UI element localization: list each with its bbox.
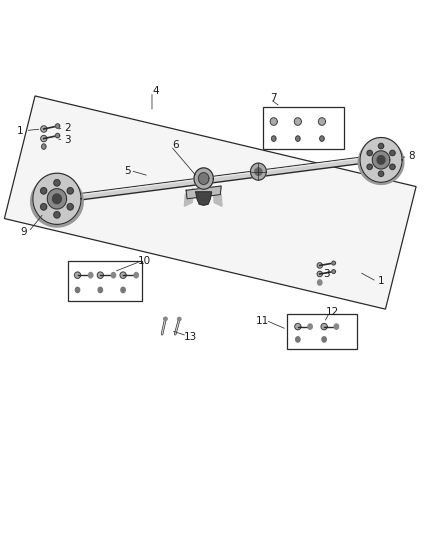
Text: 7: 7 (270, 93, 277, 103)
Text: 6: 6 (172, 140, 179, 150)
Text: 8: 8 (408, 151, 415, 160)
Polygon shape (47, 189, 67, 209)
Polygon shape (42, 144, 46, 149)
Polygon shape (33, 173, 81, 224)
Polygon shape (111, 272, 116, 278)
Polygon shape (334, 324, 339, 329)
FancyBboxPatch shape (287, 314, 357, 349)
Polygon shape (367, 150, 372, 156)
Polygon shape (31, 176, 83, 227)
Polygon shape (97, 272, 103, 278)
Polygon shape (194, 168, 213, 189)
Polygon shape (67, 188, 73, 194)
Polygon shape (41, 188, 47, 194)
Polygon shape (332, 270, 336, 273)
Polygon shape (74, 272, 81, 278)
Polygon shape (372, 151, 390, 169)
Polygon shape (54, 180, 60, 186)
Polygon shape (4, 96, 416, 309)
Polygon shape (322, 337, 326, 342)
Polygon shape (367, 164, 372, 169)
Text: 1: 1 (378, 277, 385, 286)
Polygon shape (358, 140, 404, 184)
Polygon shape (390, 150, 395, 156)
Polygon shape (377, 156, 385, 164)
Polygon shape (321, 324, 327, 330)
Text: 3: 3 (64, 135, 71, 145)
Polygon shape (213, 188, 222, 206)
Text: 4: 4 (152, 86, 159, 95)
Polygon shape (198, 173, 209, 184)
Polygon shape (67, 204, 73, 210)
Polygon shape (270, 118, 277, 125)
Polygon shape (390, 164, 395, 169)
Text: 1: 1 (16, 126, 23, 135)
Polygon shape (196, 192, 212, 205)
Polygon shape (41, 204, 47, 210)
Polygon shape (360, 138, 402, 182)
Polygon shape (294, 118, 301, 125)
Text: 13: 13 (184, 332, 197, 342)
Polygon shape (296, 337, 300, 342)
Text: 3: 3 (323, 270, 330, 279)
Polygon shape (318, 280, 322, 285)
Polygon shape (98, 287, 102, 293)
Polygon shape (53, 194, 61, 204)
Polygon shape (296, 136, 300, 141)
Polygon shape (177, 317, 181, 320)
Polygon shape (317, 271, 322, 277)
Polygon shape (41, 126, 47, 132)
Text: 9: 9 (21, 227, 28, 237)
FancyBboxPatch shape (263, 107, 344, 149)
Polygon shape (318, 118, 325, 125)
Polygon shape (134, 272, 138, 278)
Polygon shape (378, 143, 384, 149)
Polygon shape (255, 168, 262, 175)
Polygon shape (378, 171, 384, 176)
Text: 11: 11 (256, 317, 269, 326)
FancyBboxPatch shape (68, 261, 142, 301)
Polygon shape (56, 124, 60, 128)
Text: 10: 10 (138, 256, 151, 266)
Polygon shape (332, 261, 336, 265)
Text: 12: 12 (326, 307, 339, 317)
Text: 5: 5 (124, 166, 131, 175)
Polygon shape (41, 135, 47, 142)
Polygon shape (56, 133, 60, 138)
Polygon shape (75, 287, 80, 293)
Polygon shape (54, 212, 60, 218)
Polygon shape (320, 136, 324, 141)
Polygon shape (251, 163, 266, 180)
Polygon shape (317, 263, 322, 268)
Polygon shape (164, 317, 167, 320)
Polygon shape (295, 324, 301, 330)
Polygon shape (121, 287, 125, 293)
Polygon shape (88, 272, 93, 278)
Text: 2: 2 (64, 123, 71, 133)
Polygon shape (272, 136, 276, 141)
Polygon shape (186, 186, 221, 199)
Polygon shape (120, 272, 126, 278)
Polygon shape (184, 188, 193, 206)
Polygon shape (308, 324, 312, 329)
